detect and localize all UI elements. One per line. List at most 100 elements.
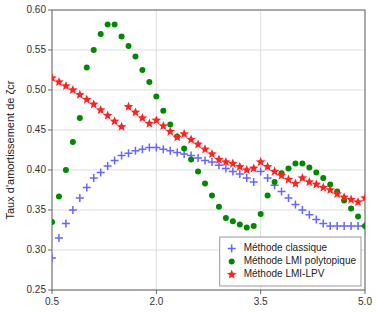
tick-mark: [365, 290, 366, 294]
legend-marker: [228, 245, 236, 253]
point: [236, 170, 244, 178]
tick-label: 2.0: [149, 296, 163, 307]
legend-label: Méthode classique: [244, 242, 328, 253]
point: [292, 161, 298, 167]
point: [188, 157, 194, 163]
point: [305, 211, 313, 219]
tick-mark: [48, 50, 52, 51]
point: [346, 195, 356, 204]
axes: 0.250.300.350.400.450.500.550.600.52.03.…: [27, 4, 373, 307]
point: [214, 155, 224, 164]
point: [312, 179, 322, 188]
point: [332, 189, 342, 198]
tick-label: 0.30: [27, 244, 47, 255]
tick-mark: [260, 290, 261, 294]
point: [362, 223, 365, 229]
point: [146, 79, 152, 85]
point: [243, 174, 251, 182]
point: [235, 162, 245, 171]
point: [153, 93, 159, 99]
point: [104, 162, 112, 170]
point: [111, 156, 119, 164]
point: [152, 115, 162, 124]
point: [52, 219, 55, 225]
grid-line: [52, 50, 365, 51]
point: [76, 194, 84, 202]
tick-mark: [48, 210, 52, 211]
tick-label: 0.50: [27, 84, 47, 95]
point: [284, 194, 292, 202]
point: [70, 139, 76, 145]
tick-label: 5.0: [358, 296, 372, 307]
point: [186, 135, 196, 144]
point: [138, 113, 148, 122]
point: [167, 121, 173, 127]
point: [208, 158, 216, 166]
point: [118, 152, 126, 160]
point: [237, 221, 243, 227]
point: [215, 161, 223, 169]
point: [299, 161, 305, 167]
point: [355, 213, 361, 219]
point: [75, 90, 85, 99]
grid-line: [52, 210, 365, 211]
point: [326, 222, 334, 230]
point: [195, 169, 201, 175]
tick-mark: [48, 10, 52, 11]
point: [263, 162, 273, 171]
point: [339, 192, 349, 201]
point: [179, 129, 189, 138]
point: [193, 139, 203, 148]
point: [124, 102, 134, 111]
point: [159, 145, 167, 153]
point: [333, 222, 341, 230]
tick-mark: [48, 290, 52, 291]
tick-label: 0.25: [27, 284, 47, 295]
point: [166, 147, 174, 155]
point: [145, 144, 153, 152]
point: [249, 163, 259, 172]
point: [264, 174, 272, 182]
tick-label: 0.45: [27, 124, 47, 135]
point: [139, 67, 145, 73]
point: [56, 193, 62, 199]
plot-background: [52, 10, 365, 290]
series: [52, 144, 365, 262]
point: [278, 188, 286, 196]
tick-mark: [48, 90, 52, 91]
grid: [52, 10, 365, 290]
point: [361, 222, 365, 230]
point: [77, 115, 83, 121]
point: [285, 165, 291, 171]
point: [272, 179, 278, 185]
point: [200, 144, 210, 153]
point: [258, 211, 264, 217]
point: [354, 222, 362, 230]
point: [84, 65, 90, 71]
point: [145, 119, 155, 128]
point: [105, 21, 111, 27]
point: [348, 205, 354, 211]
point: [96, 105, 106, 114]
point: [216, 204, 222, 210]
point: [319, 183, 329, 192]
point: [63, 167, 69, 173]
point: [257, 168, 265, 176]
point: [90, 174, 98, 182]
point: [110, 116, 120, 125]
point: [119, 33, 125, 39]
point: [244, 225, 250, 231]
legend-marker: [227, 270, 237, 279]
point: [103, 111, 113, 120]
point: [291, 179, 301, 188]
point: [313, 169, 319, 175]
point: [242, 165, 252, 174]
point: [306, 165, 312, 171]
point: [319, 220, 327, 228]
point: [112, 21, 118, 27]
tick-mark: [48, 250, 52, 251]
legend-box: [220, 237, 361, 286]
point: [132, 53, 138, 59]
point: [230, 218, 236, 224]
tick-mark: [48, 170, 52, 171]
